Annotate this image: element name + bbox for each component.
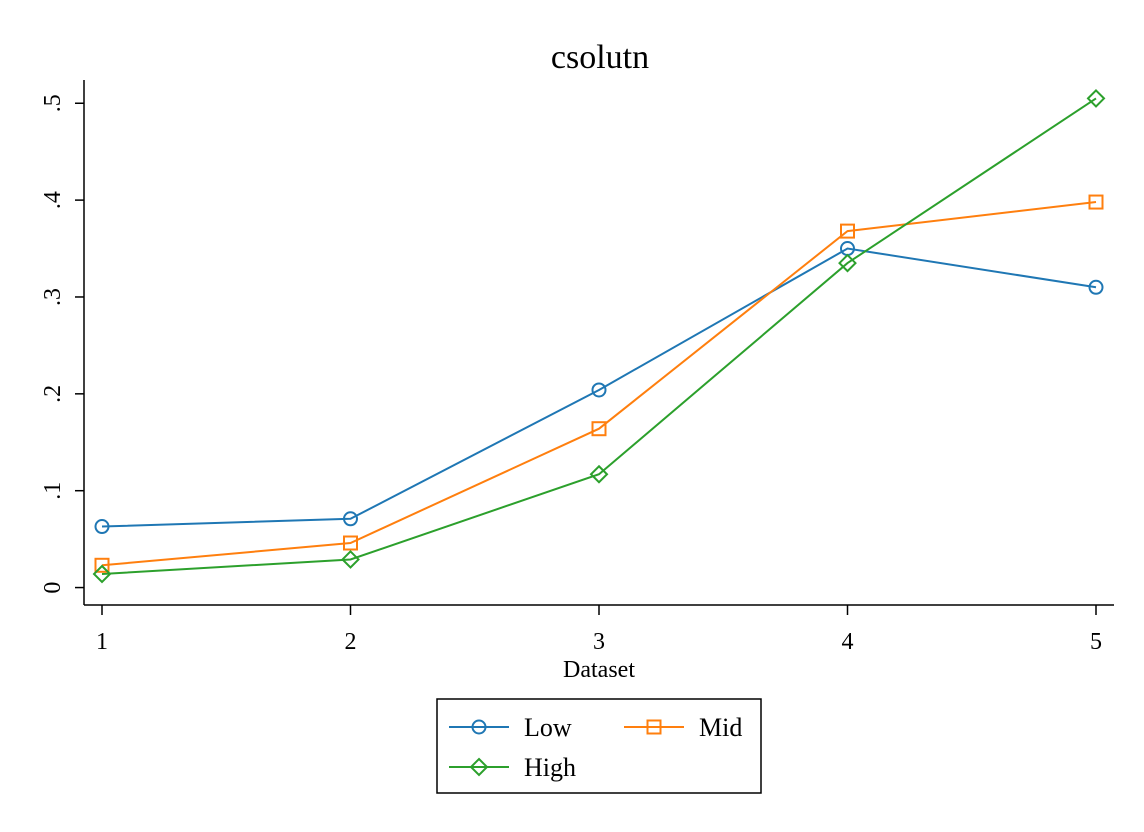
x-ticks: 1 2 3 4 5 [96,605,1102,655]
data-point-mid [343,535,358,551]
y-tick-label: .3 [40,288,66,306]
legend-label-high: High [524,753,576,782]
legend-marker-mid [646,719,662,735]
data-point-high [589,464,609,484]
series-markers [92,88,1106,584]
series-line-high [101,97,1097,576]
x-tick-label: 3 [593,629,605,655]
data-point-high [1086,88,1106,108]
legend-label-low: Low [524,713,572,742]
data-point-low [94,519,110,535]
x-tick-label: 5 [1090,629,1102,655]
data-point-mid [591,421,607,437]
legend-marker-low [471,719,487,735]
y-tick-label: 0 [40,582,66,594]
x-tick-label: 1 [96,629,108,655]
y-tick-label: .5 [40,94,66,112]
data-point-high [92,564,112,584]
legend-box [436,698,762,794]
plot-area: 0 .1 .2 .3 .4 .5 1 2 3 4 5 [40,80,1114,655]
data-point-high [341,550,360,569]
chart-title: csolutn [551,39,649,76]
data-point-low [1088,279,1104,295]
y-tick-label: .1 [40,482,66,500]
data-point-low [343,511,358,527]
series-lines [101,97,1097,576]
data-point-high [838,253,857,273]
legend-label-mid: Mid [699,713,742,742]
data-point-mid [1088,194,1104,210]
y-tick-label: .2 [40,385,66,403]
series-line-low [101,247,1097,528]
data-point-mid [94,557,110,573]
y-ticks: 0 .1 .2 .3 .4 .5 [40,94,84,594]
x-tick-label: 4 [842,629,854,655]
series-line-mid [101,201,1097,567]
data-point-mid [840,223,855,239]
data-point-low [591,382,607,398]
legend: Low Mid High [436,698,762,794]
y-tick-label: .4 [40,191,66,209]
x-axis-title: Dataset [563,657,635,683]
x-tick-label: 2 [345,629,357,655]
legend-marker-high [469,757,489,777]
